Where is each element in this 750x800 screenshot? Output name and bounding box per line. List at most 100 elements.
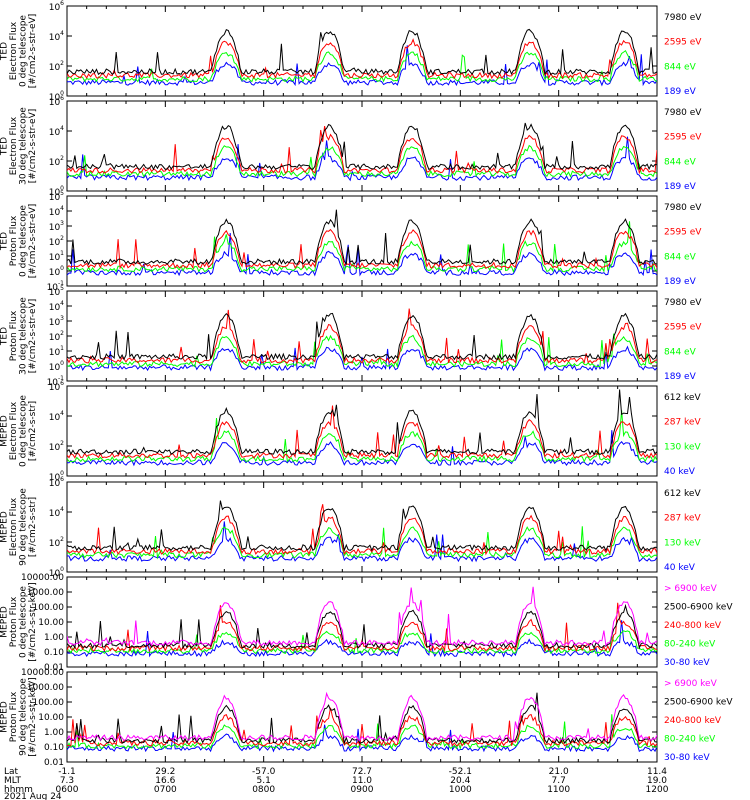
y-tick-exponent: 3 [60, 315, 64, 322]
y-tick-exponent: 2 [60, 440, 64, 447]
x-tick-mlt: 11.0 [352, 776, 372, 786]
y-tick-exponent: 6 [60, 380, 64, 387]
y-tick-exponent: 1 [60, 250, 64, 257]
legend-entry: 844 eV [664, 157, 697, 167]
x-tick-hhmm: 1100 [547, 785, 570, 795]
data-traces [67, 122, 657, 182]
x-tick-lat: 11.4 [647, 767, 667, 777]
y-tick-exponent: 4 [60, 30, 64, 37]
data-traces [67, 389, 657, 467]
series-trace-black [67, 312, 657, 362]
series-trace-black [67, 28, 657, 76]
y-axis-label-line: [#/cm2-s-str-eV] [28, 299, 38, 374]
y-axis-label-line: Electron Flux [9, 116, 19, 175]
legend-entry: 287 keV [664, 418, 701, 428]
y-tick-exponent: 0 [60, 566, 64, 573]
legend-entry: > 6900 keV [664, 679, 718, 689]
legend-entry: 2595 eV [664, 133, 702, 143]
y-axis-label: TEDProton Flux30 deg telescope[#/cm2-s-s… [0, 297, 38, 375]
y-axis-label-line: 0 deg telescope [19, 205, 29, 277]
x-tick-mlt: 5.1 [257, 776, 271, 786]
y-axis-label-line: MEPED [0, 511, 10, 543]
y-axis-label-line: Proton Flux [9, 596, 19, 647]
y-tick-label: 10.00 [38, 618, 64, 628]
x-tick-mlt: 7.3 [60, 776, 74, 786]
series-trace-blue [67, 724, 657, 753]
y-axis-label: TEDElectron Flux0 deg telescope[#/cm2-s-… [0, 14, 38, 89]
series-trace-blue [67, 620, 657, 658]
y-axis-label: MEPEDElectron Flux0 deg telescope[#/cm2-… [0, 395, 38, 467]
series-trace-green [67, 49, 657, 83]
x-tick-lat: 72.7 [352, 767, 372, 777]
x-tick-hhmm: 0700 [154, 785, 177, 795]
data-traces [67, 209, 657, 277]
y-tick-exponent: -1 [58, 280, 64, 287]
y-axis-label-line: Proton Flux [9, 310, 19, 361]
legend-entry: 844 eV [664, 62, 697, 72]
legend-entry: 130 keV [664, 442, 701, 452]
y-axis-label-line: 30 deg telescope [19, 297, 29, 375]
legend-entry: 189 eV [664, 182, 697, 192]
x-tick-hhmm: 1200 [646, 785, 669, 795]
legend-entry: 130 keV [664, 538, 701, 548]
y-axis-label-line: 90 deg telescope [19, 678, 29, 756]
y-axis-label-line: [#/cm2-s-str] [28, 497, 38, 557]
x-tick-hhmm: 0600 [56, 785, 79, 795]
series-trace-blue [67, 430, 657, 467]
y-tick-exponent: -1 [58, 375, 64, 382]
y-tick-exponent: 0 [60, 360, 64, 367]
x-tick-mlt: 7.7 [552, 776, 566, 786]
y-axis-label-line: Electron Flux [9, 21, 19, 80]
y-axis-label-line: [#/cm2-s-str] [28, 401, 38, 461]
series-trace-red [67, 126, 657, 175]
y-tick-exponent: 0 [60, 185, 64, 192]
date-label: 2021 Aug 24 [4, 792, 62, 800]
legend-entry: 189 eV [664, 277, 697, 287]
x-axis-row-label: MLT [4, 776, 22, 786]
y-axis-label: TEDProton Flux0 deg telescope[#/cm2-s-st… [0, 204, 38, 279]
y-axis-label-line: TED [0, 42, 10, 61]
legend-entry: 2595 eV [664, 323, 702, 333]
y-axis-label-line: TED [0, 232, 10, 251]
y-tick-label: 1000.00 [27, 683, 64, 693]
y-tick-exponent: 4 [60, 410, 64, 417]
y-tick-label: 0.10 [44, 648, 64, 658]
x-tick-hhmm: 0800 [252, 785, 275, 795]
legend-entry: 240-800 keV [664, 621, 722, 631]
x-tick-mlt: 20.4 [450, 776, 470, 786]
legend-entry: 30-80 keV [664, 753, 710, 763]
y-tick-exponent: 0 [60, 265, 64, 272]
y-axis-label: MEPEDElectron Flux90 deg telescope[#/cm2… [0, 488, 38, 566]
y-tick-exponent: 1 [60, 345, 64, 352]
y-tick-exponent: 6 [60, 476, 64, 483]
y-tick-label: 1.00 [44, 728, 64, 738]
x-tick-hhmm: 0900 [351, 785, 374, 795]
legend-entry: 40 keV [664, 563, 696, 573]
y-axis-label-line: 30 deg telescope [19, 107, 29, 185]
data-traces [67, 691, 657, 753]
series-trace-magenta [67, 691, 657, 742]
legend-entry: > 6900 keV [664, 584, 718, 594]
panel-meped-proton-90: 0.010.101.0010.00100.001000.0010000.00ME… [0, 668, 733, 768]
y-tick-exponent: 0 [60, 90, 64, 97]
y-axis-label: TEDElectron Flux30 deg telescope[#/cm2-s… [0, 107, 38, 185]
series-trace-red [67, 504, 657, 556]
series-trace-black [67, 209, 657, 266]
y-tick-label: 10000.00 [21, 573, 64, 583]
y-tick-label: 0.01 [44, 758, 64, 768]
y-axis-label-line: Proton Flux [9, 691, 19, 742]
legend-entry: 612 keV [664, 489, 701, 499]
y-tick-label: 100.00 [33, 698, 65, 708]
legend-entry: 844 eV [664, 252, 697, 262]
x-tick-hhmm: 1000 [449, 785, 472, 795]
series-trace-green [67, 144, 657, 178]
y-axis-label-line: 0 deg telescope [19, 586, 29, 658]
y-tick-exponent: 4 [60, 300, 64, 307]
y-axis-label: MEPEDProton Flux0 deg telescope[#/cm2-s-… [0, 582, 38, 661]
y-tick-label: 0.10 [44, 743, 64, 753]
series-trace-green [67, 714, 657, 751]
y-tick-exponent: 2 [60, 60, 64, 67]
